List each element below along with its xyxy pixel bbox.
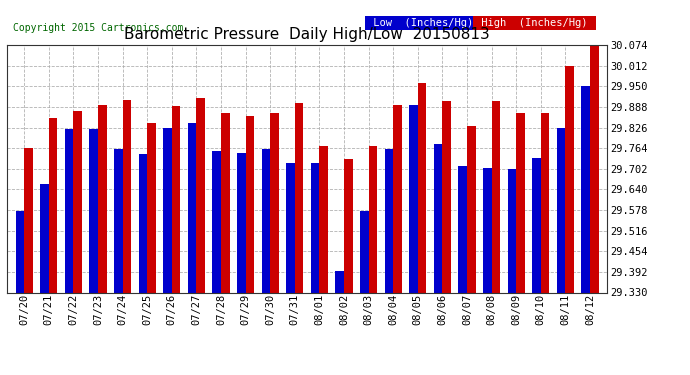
Bar	[458, 166, 467, 292]
Text: Low  (Inches/Hg): Low (Inches/Hg)	[367, 18, 480, 28]
Bar	[262, 150, 270, 292]
Bar	[188, 123, 197, 292]
Bar	[393, 105, 402, 292]
Bar	[442, 101, 451, 292]
Bar	[221, 113, 230, 292]
Bar	[590, 45, 599, 292]
Bar	[360, 211, 368, 292]
Text: Copyright 2015 Cartronics.com: Copyright 2015 Cartronics.com	[13, 22, 184, 33]
Bar	[246, 116, 254, 292]
Bar	[368, 146, 377, 292]
Bar	[344, 159, 353, 292]
Bar	[483, 168, 491, 292]
Bar	[49, 118, 57, 292]
Bar	[319, 146, 328, 292]
Bar	[516, 113, 525, 292]
Bar	[582, 86, 590, 292]
Bar	[310, 163, 319, 292]
Bar	[114, 150, 123, 292]
Bar	[434, 144, 442, 292]
Bar	[89, 129, 98, 292]
Bar	[147, 123, 156, 292]
Bar	[295, 103, 304, 292]
Bar	[508, 170, 516, 292]
Bar	[15, 211, 24, 292]
Bar	[73, 111, 82, 292]
Bar	[40, 184, 49, 292]
Title: Barometric Pressure  Daily High/Low  20150813: Barometric Pressure Daily High/Low 20150…	[124, 27, 490, 42]
Bar	[163, 128, 172, 292]
Bar	[541, 113, 549, 292]
Bar	[65, 129, 73, 292]
Bar	[172, 106, 180, 292]
Bar	[335, 271, 344, 292]
Bar	[197, 98, 205, 292]
Bar	[532, 158, 541, 292]
Text: High  (Inches/Hg): High (Inches/Hg)	[475, 18, 594, 28]
Bar	[286, 163, 295, 292]
Bar	[270, 113, 279, 292]
Bar	[139, 154, 147, 292]
Bar	[384, 150, 393, 292]
Bar	[565, 66, 574, 292]
Bar	[237, 153, 246, 292]
Bar	[123, 99, 131, 292]
Bar	[417, 83, 426, 292]
Bar	[409, 105, 417, 292]
Bar	[557, 128, 565, 292]
Bar	[491, 101, 500, 292]
Bar	[98, 105, 106, 292]
Bar	[467, 126, 475, 292]
Bar	[24, 148, 32, 292]
Bar	[213, 151, 221, 292]
